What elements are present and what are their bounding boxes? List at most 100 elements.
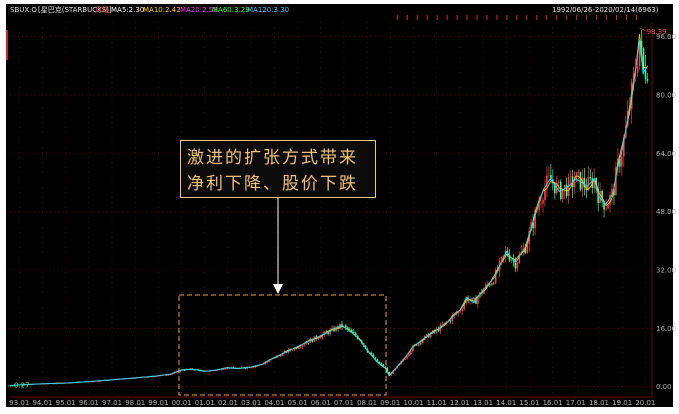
- x-tick-label: 14.01: [496, 399, 516, 407]
- candle-body: [534, 210, 536, 229]
- candle-body: [463, 303, 465, 309]
- candle-body: [469, 300, 471, 302]
- candle-body: [569, 176, 572, 178]
- candle-body: [451, 315, 454, 322]
- candle-body: [419, 342, 422, 344]
- candle-body: [350, 329, 353, 332]
- candle-body: [518, 254, 521, 263]
- candle-body: [222, 369, 225, 371]
- x-tick-label: 10.01: [403, 399, 423, 407]
- annotation-line-1: 激进的扩张方式带来: [187, 148, 358, 168]
- x-tick-label: 13.01: [473, 399, 493, 407]
- x-tick-label: 12.01: [450, 399, 470, 407]
- x-tick-label: 97.01: [102, 399, 122, 407]
- candle-body: [388, 372, 391, 376]
- candle-body: [605, 208, 607, 210]
- candle-body: [92, 381, 95, 383]
- candle-body: [311, 338, 314, 342]
- candle-body: [8, 385, 10, 387]
- candle-body: [589, 177, 592, 179]
- highlight-box: [178, 294, 387, 396]
- candle-body: [538, 204, 540, 211]
- candle-body: [601, 190, 603, 201]
- candle-body: [262, 364, 264, 366]
- x-tick-label: 96.01: [79, 399, 99, 407]
- candle-body: [352, 331, 355, 333]
- candle-body: [557, 181, 560, 183]
- candle-body: [232, 367, 235, 368]
- candle-body: [573, 181, 576, 188]
- ma20-label: MA20:2.55: [180, 6, 218, 14]
- candle-body: [319, 337, 322, 339]
- candle-body: [593, 177, 596, 188]
- candle-body: [640, 40, 643, 49]
- candle-body: [615, 167, 617, 196]
- candle-body: [524, 248, 527, 254]
- period-label: 月线: [95, 5, 109, 14]
- x-tick-label: 95.01: [56, 399, 76, 407]
- candle-body: [416, 344, 418, 346]
- candle-body: [611, 189, 613, 195]
- candle-body: [621, 156, 623, 167]
- candle-body: [587, 177, 590, 191]
- candle-body: [224, 368, 227, 370]
- x-tick-label: 08.01: [357, 399, 377, 407]
- candle-body: [516, 262, 519, 269]
- candle-body: [634, 72, 637, 74]
- y-tick-label: 0.00: [656, 383, 672, 391]
- high-marker-line: [639, 27, 646, 32]
- candle-body: [323, 331, 326, 335]
- candle-body: [183, 370, 186, 371]
- candle-body: [619, 159, 621, 167]
- candle-body: [380, 363, 383, 365]
- candle-body: [613, 189, 615, 196]
- candle-body: [246, 367, 249, 369]
- candle-body: [317, 338, 320, 340]
- x-tick-label: 05.01: [288, 399, 308, 407]
- candle-body: [508, 255, 511, 261]
- ma5-label: MA5:2.30: [111, 6, 144, 14]
- x-tick-label: 18.01: [589, 399, 609, 407]
- ma10-label: MA10:2.42: [143, 6, 181, 14]
- candle-body: [280, 355, 282, 357]
- y-tick-label: 80.00: [656, 91, 676, 99]
- candle-body: [457, 311, 460, 314]
- candle-body: [449, 320, 452, 322]
- candle-body: [644, 69, 647, 79]
- candle-body: [429, 333, 432, 338]
- candle-body: [307, 342, 310, 344]
- candle-body: [106, 380, 109, 382]
- candle-body: [250, 367, 253, 369]
- candle-body: [548, 174, 550, 176]
- candle-body: [378, 362, 381, 364]
- candle-body: [392, 370, 394, 374]
- candle-body: [632, 73, 635, 83]
- y-tick-label: 48.00: [656, 208, 676, 216]
- candle-body: [502, 255, 505, 257]
- candle-body: [646, 78, 649, 81]
- candle-body: [581, 177, 584, 190]
- candle-body: [63, 383, 65, 384]
- candle-body: [421, 339, 424, 344]
- x-tick-label: 16.01: [543, 399, 563, 407]
- candle-body: [297, 347, 300, 349]
- y-tick-label: 32.00: [656, 267, 676, 275]
- candle-body: [386, 367, 389, 373]
- candle-body: [264, 362, 266, 365]
- candle-body: [167, 375, 170, 376]
- candle-body: [510, 259, 513, 261]
- candle-body: [382, 364, 385, 367]
- candle-body: [490, 282, 493, 286]
- candle-body: [153, 376, 156, 377]
- y-tick-label: 64.00: [656, 150, 676, 158]
- x-tick-label: 00.01: [172, 399, 192, 407]
- candle-body: [410, 351, 412, 355]
- candle-body: [374, 357, 377, 360]
- y-tick-label: 96.00: [656, 33, 676, 41]
- candle-body: [459, 311, 462, 312]
- x-tick-label: 99.01: [148, 399, 168, 407]
- chart-panel: [6, 4, 673, 407]
- candle-body: [238, 367, 241, 369]
- x-tick-label: 04.01: [264, 399, 284, 407]
- annotation-line-2: 净利下降、股价下跌: [187, 174, 358, 194]
